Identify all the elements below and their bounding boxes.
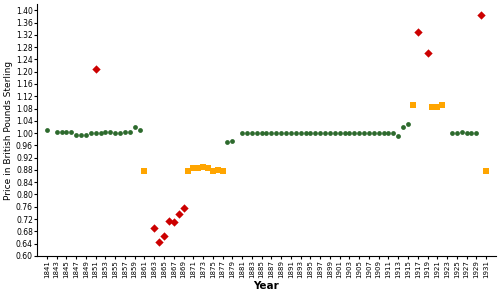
- Point: [209, 169, 217, 174]
- Point: [404, 122, 412, 126]
- Point: [424, 51, 432, 56]
- Point: [204, 166, 212, 171]
- Point: [428, 105, 436, 109]
- Point: [62, 129, 70, 134]
- Point: [370, 131, 378, 135]
- Point: [155, 240, 163, 245]
- Point: [228, 138, 236, 143]
- Point: [72, 132, 80, 137]
- Point: [321, 131, 329, 135]
- Point: [326, 131, 334, 135]
- Point: [111, 131, 119, 135]
- Point: [340, 131, 348, 135]
- Point: [374, 131, 382, 135]
- Point: [130, 124, 138, 129]
- Point: [43, 128, 51, 132]
- Point: [52, 129, 60, 134]
- Point: [312, 131, 320, 135]
- Point: [287, 131, 295, 135]
- Point: [482, 169, 490, 174]
- Point: [365, 131, 373, 135]
- Point: [170, 220, 178, 224]
- Point: [77, 132, 85, 137]
- Point: [194, 166, 202, 171]
- Point: [350, 131, 358, 135]
- Point: [92, 66, 100, 71]
- Point: [355, 131, 363, 135]
- Point: [477, 13, 485, 17]
- Point: [409, 103, 417, 108]
- Point: [468, 131, 475, 135]
- Point: [394, 134, 402, 139]
- Point: [292, 131, 300, 135]
- Point: [165, 218, 173, 223]
- Point: [453, 131, 461, 135]
- Point: [258, 131, 266, 135]
- Point: [150, 226, 158, 231]
- Point: [58, 129, 66, 134]
- Point: [380, 131, 388, 135]
- Point: [180, 206, 188, 211]
- Point: [106, 129, 114, 134]
- Point: [174, 212, 182, 217]
- Point: [248, 131, 256, 135]
- Point: [160, 234, 168, 238]
- X-axis label: Year: Year: [254, 281, 280, 291]
- Point: [458, 129, 466, 134]
- Point: [102, 129, 110, 134]
- Point: [336, 131, 344, 135]
- Point: [390, 131, 398, 135]
- Y-axis label: Price in British Pounds Sterling: Price in British Pounds Sterling: [4, 60, 13, 200]
- Point: [184, 169, 192, 174]
- Point: [399, 124, 407, 129]
- Point: [96, 131, 104, 135]
- Point: [302, 131, 310, 135]
- Point: [448, 131, 456, 135]
- Point: [277, 131, 285, 135]
- Point: [462, 131, 470, 135]
- Point: [438, 103, 446, 108]
- Point: [136, 128, 143, 132]
- Point: [282, 131, 290, 135]
- Point: [414, 30, 422, 34]
- Point: [346, 131, 354, 135]
- Point: [262, 131, 270, 135]
- Point: [331, 131, 339, 135]
- Point: [434, 105, 442, 109]
- Point: [238, 131, 246, 135]
- Point: [296, 131, 304, 135]
- Point: [126, 129, 134, 134]
- Point: [92, 131, 100, 135]
- Point: [472, 131, 480, 135]
- Point: [306, 131, 314, 135]
- Point: [218, 169, 226, 174]
- Point: [272, 131, 280, 135]
- Point: [384, 131, 392, 135]
- Point: [243, 131, 251, 135]
- Point: [68, 129, 76, 134]
- Point: [199, 165, 207, 169]
- Point: [116, 131, 124, 135]
- Point: [190, 166, 198, 171]
- Point: [268, 131, 276, 135]
- Point: [224, 140, 232, 145]
- Point: [140, 169, 148, 174]
- Point: [252, 131, 260, 135]
- Point: [121, 129, 129, 134]
- Point: [82, 132, 90, 137]
- Point: [360, 131, 368, 135]
- Point: [316, 131, 324, 135]
- Point: [214, 168, 222, 172]
- Point: [87, 131, 95, 135]
